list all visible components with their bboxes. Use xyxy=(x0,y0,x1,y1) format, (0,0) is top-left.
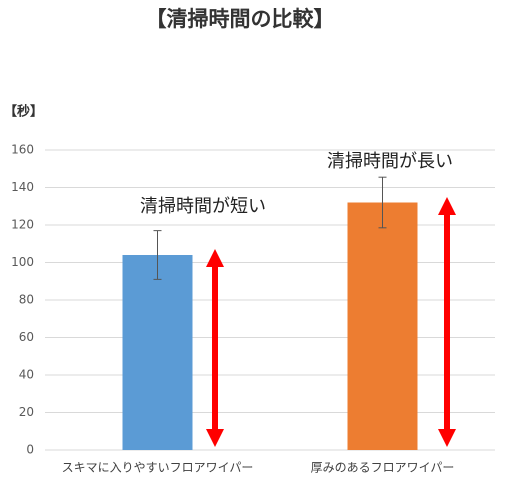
y-tick-label: 160 xyxy=(11,143,34,157)
y-tick-label: 140 xyxy=(11,180,34,194)
x-tick-label: スキマに入りやすいフロアワイパー xyxy=(62,461,254,475)
bar xyxy=(122,255,193,450)
y-tick-label: 40 xyxy=(19,368,34,382)
y-tick-label: 0 xyxy=(26,443,34,457)
annotation: 清掃時間が長い xyxy=(327,151,453,172)
annotation: 清掃時間が短い xyxy=(140,196,266,217)
x-tick-label: 厚みのあるフロアワイパー xyxy=(311,461,455,475)
y-axis-label: 【秒】 xyxy=(4,104,43,120)
bar xyxy=(347,202,418,450)
y-tick-label: 100 xyxy=(11,255,34,269)
y-tick-label: 120 xyxy=(11,218,34,232)
y-tick-label: 20 xyxy=(19,405,34,419)
chart-title: 【清掃時間の比較】 xyxy=(146,7,335,31)
y-tick-label: 80 xyxy=(19,293,34,307)
y-tick-label: 60 xyxy=(19,330,34,344)
